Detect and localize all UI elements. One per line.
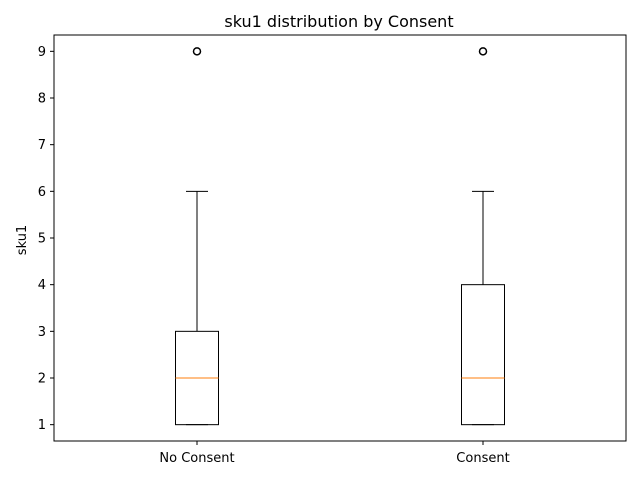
- y-tick-label: 8: [38, 92, 46, 107]
- y-tick-label: 4: [38, 278, 46, 293]
- y-tick-label: 9: [38, 45, 46, 60]
- y-tick-label: 3: [38, 325, 46, 340]
- plot-area: 1 2 3 4 5 6 7 8 9 No Consent Consent: [38, 34, 627, 466]
- box-iqr: [461, 284, 505, 426]
- y-axis-label: sku1: [15, 225, 30, 255]
- x-tick-label: Consent: [456, 451, 509, 466]
- y-tick-label: 2: [38, 372, 46, 387]
- chart-title: sku1 distribution by Consent: [224, 12, 453, 31]
- y-tick-label: 7: [38, 138, 46, 153]
- y-tick-label: 1: [38, 418, 46, 433]
- axes-frame: [53, 34, 627, 442]
- outlier-point: [478, 47, 488, 56]
- y-tick-label: 5: [38, 232, 46, 247]
- x-tick-label: No Consent: [159, 451, 234, 466]
- y-tick-label: 6: [38, 185, 46, 200]
- outlier-point: [192, 47, 202, 56]
